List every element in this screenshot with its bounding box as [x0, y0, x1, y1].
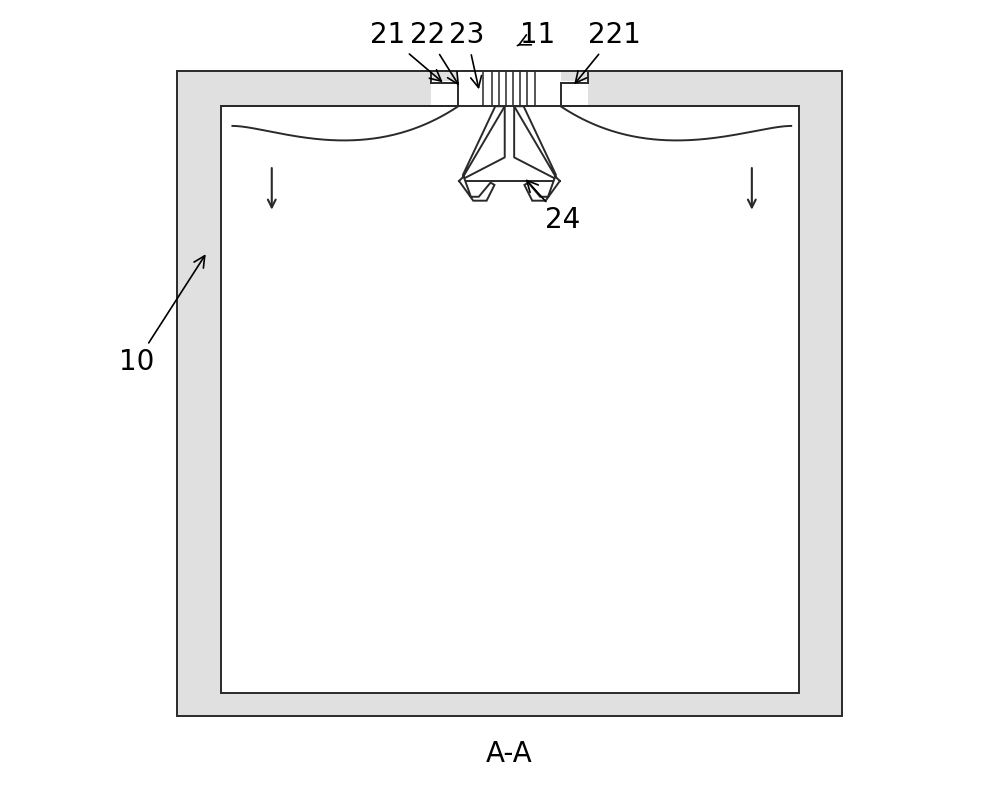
Bar — [177, 71, 221, 716]
Text: 221: 221 — [575, 21, 641, 83]
Bar — [221, 106, 799, 693]
Bar — [177, 71, 842, 716]
Bar — [431, 81, 458, 106]
Polygon shape — [459, 106, 505, 201]
Bar — [177, 71, 842, 106]
Text: 11: 11 — [517, 21, 555, 50]
Bar — [458, 65, 561, 108]
Text: 22: 22 — [410, 21, 458, 84]
Polygon shape — [514, 106, 560, 201]
Text: A-A: A-A — [486, 740, 533, 768]
Text: 23: 23 — [449, 21, 485, 87]
Text: 21: 21 — [370, 21, 441, 81]
Bar — [177, 693, 842, 716]
Text: 10: 10 — [119, 256, 205, 376]
Bar — [561, 81, 588, 106]
Bar — [799, 71, 842, 716]
Text: 24: 24 — [527, 180, 581, 235]
